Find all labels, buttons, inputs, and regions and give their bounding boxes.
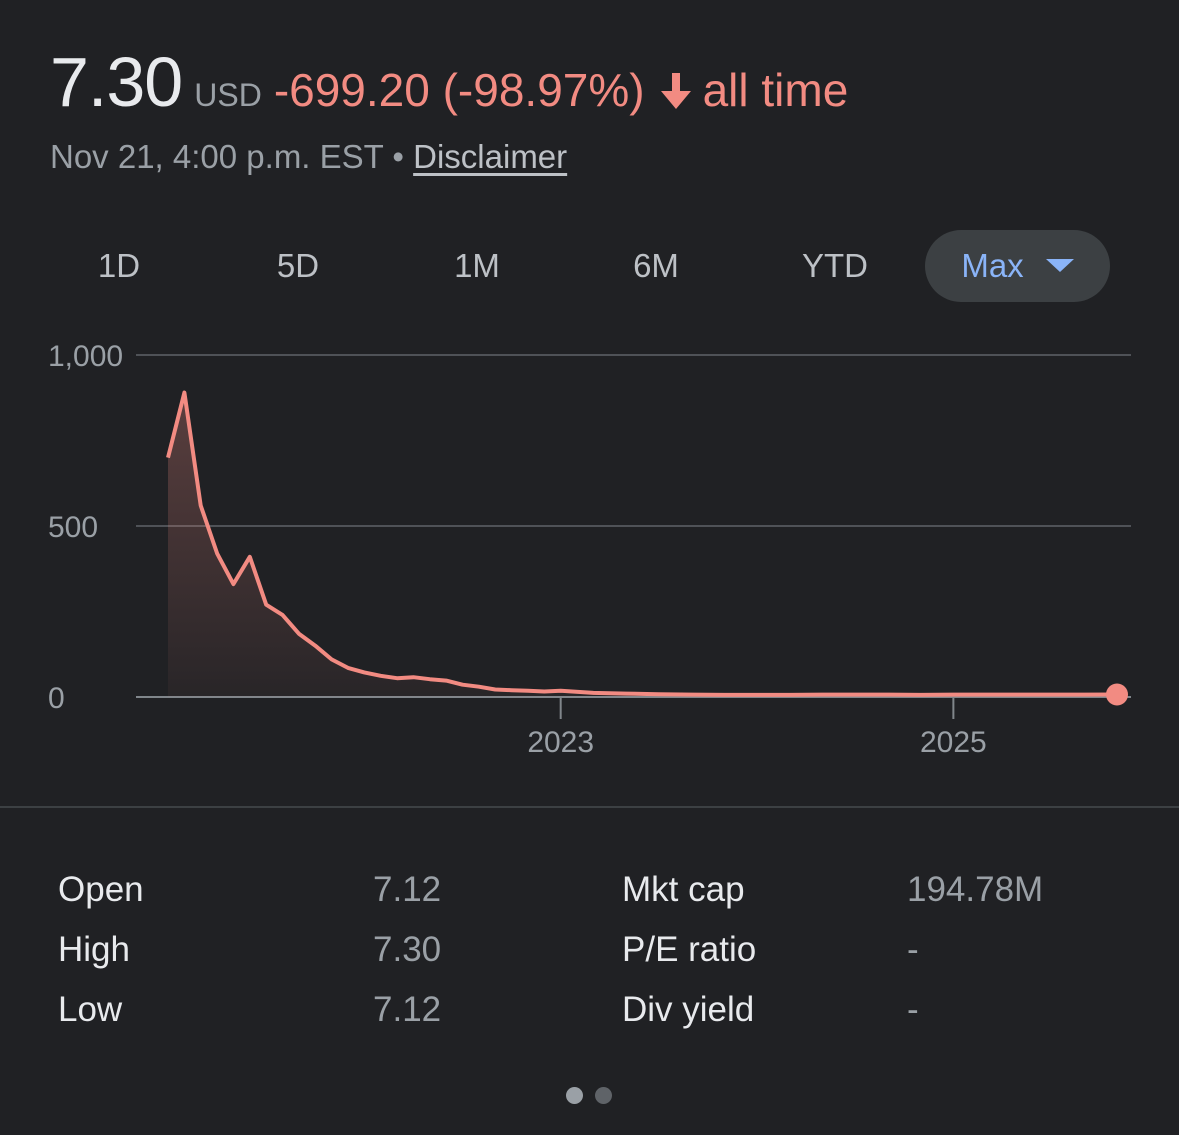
- arrow-down-icon: [659, 71, 693, 111]
- stat-low-label: Low: [58, 990, 123, 1029]
- price-line: [166, 390, 1118, 697]
- quote-subline: Nov 21, 4:00 p.m. EST • Disclaimer: [50, 138, 567, 176]
- latest-price-marker[interactable]: [1106, 683, 1128, 706]
- dropdown-triangle-icon: [1045, 258, 1074, 272]
- price-area-fill: [168, 392, 1117, 697]
- range-selector: 1D 5D 1M 6M YTD Max: [30, 230, 1120, 302]
- y-tick-label: 500: [48, 511, 98, 544]
- page-dot[interactable]: [595, 1087, 612, 1104]
- stat-mktcap-label: Mkt cap: [622, 870, 745, 909]
- quote-timestamp: Nov 21, 4:00 p.m. EST: [50, 138, 384, 175]
- section-divider: [0, 806, 1179, 808]
- current-price: 7.30: [50, 43, 183, 121]
- stat-div-value: -: [907, 990, 919, 1029]
- price-header: 7.30 USD -699.20 (-98.97%) all time: [50, 42, 848, 132]
- stat-pe-value: -: [907, 930, 919, 969]
- range-5d[interactable]: 5D: [276, 247, 320, 284]
- range-ytd[interactable]: YTD: [802, 247, 868, 284]
- range-max[interactable]: Max: [925, 230, 1110, 302]
- stat-mktcap-value: 194.78M: [907, 870, 1044, 909]
- page-indicator: [566, 1087, 612, 1104]
- price-chart[interactable]: 1,000 500 0 2023 2025: [0, 330, 1179, 780]
- stat-high-label: High: [58, 930, 130, 969]
- stat-low-value: 7.12: [373, 990, 442, 1029]
- change-period: all time: [702, 64, 849, 116]
- currency-label: USD: [194, 77, 262, 113]
- separator-dot: •: [392, 138, 404, 175]
- x-tick-label: 2025: [920, 726, 987, 759]
- stat-open-label: Open: [58, 870, 144, 909]
- stat-pe-label: P/E ratio: [622, 930, 757, 969]
- x-tick-label: 2023: [527, 726, 594, 759]
- y-tick-label: 0: [48, 682, 65, 715]
- range-1d[interactable]: 1D: [97, 247, 141, 284]
- range-6m[interactable]: 6M: [633, 247, 679, 284]
- disclaimer-link[interactable]: Disclaimer: [413, 138, 568, 175]
- range-1m[interactable]: 1M: [454, 247, 500, 284]
- y-tick-label: 1,000: [48, 340, 123, 373]
- price-change: -699.20 (-98.97%): [273, 64, 645, 116]
- stat-div-label: Div yield: [622, 990, 755, 1029]
- stat-high-value: 7.30: [373, 930, 442, 969]
- stat-open-value: 7.12: [373, 870, 442, 909]
- page-dot-active[interactable]: [566, 1087, 583, 1104]
